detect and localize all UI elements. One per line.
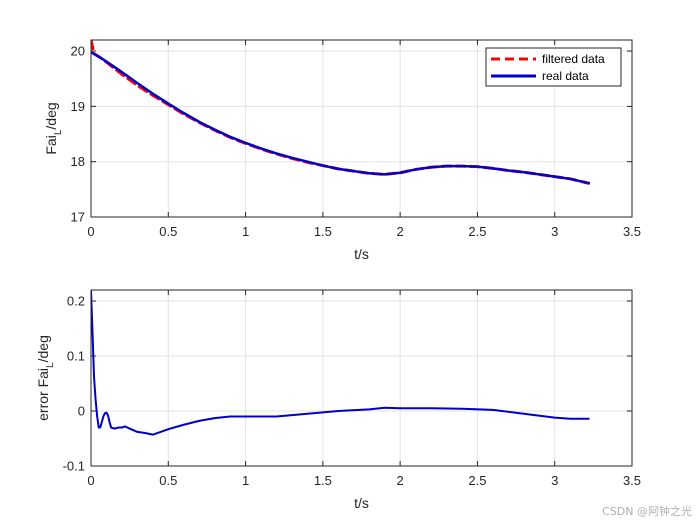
- series-group: [91, 40, 591, 185]
- y-tick-label: 17: [71, 210, 85, 225]
- legend-label: real data: [542, 69, 589, 83]
- y-axis-label-suffix: /deg: [43, 102, 59, 129]
- legend-box: [485, 47, 622, 87]
- series-group: [91, 290, 590, 436]
- y-axis-label-suffix: /deg: [35, 335, 51, 362]
- x-tick-label: 1: [242, 473, 249, 488]
- axes-box: [90, 39, 633, 218]
- y-tick-label: 0: [78, 404, 85, 419]
- watermark-text: CSDN @阿钟之光: [602, 505, 692, 518]
- axes-box: [90, 289, 633, 467]
- y-tick-label: 20: [71, 44, 85, 59]
- x-tick-label: 2: [397, 224, 404, 239]
- x-tick-label: 2: [397, 473, 404, 488]
- x-tick-label: 1: [242, 224, 249, 239]
- x-tick-label: 0.5: [159, 473, 177, 488]
- y-axis-label: error FaiL/deg: [35, 335, 56, 421]
- top-chart: 0 0.5 1 1.5 2 2.5 3 3.5 17 18 19 20 t/s FaiL/deg filte…: [43, 39, 641, 262]
- y-axis-label-main: error Fai: [35, 368, 51, 421]
- x-tick-label: 1.5: [314, 224, 332, 239]
- x-tick-label: 0: [87, 473, 94, 488]
- x-tick-label: 2.5: [468, 224, 486, 239]
- x-tick-label: 2.5: [468, 473, 486, 488]
- series-line-error: [91, 290, 590, 436]
- series-line-real-data: [91, 50, 590, 185]
- y-tick-label: -0.1: [63, 459, 85, 474]
- x-tick-label: 3.5: [623, 473, 641, 488]
- x-axis-label: t/s: [354, 246, 369, 262]
- plot-area: [91, 290, 632, 466]
- x-tick-label: 3.5: [623, 224, 641, 239]
- y-tick-label: 0.2: [67, 294, 85, 309]
- x-tick-label: 0: [87, 224, 94, 239]
- y-tick-label: 19: [71, 99, 85, 114]
- legend-label: filtered data: [542, 52, 605, 66]
- x-tick-label: 1.5: [314, 473, 332, 488]
- y-tick-label: 18: [71, 154, 85, 169]
- x-tick-label: 3: [551, 473, 558, 488]
- y-axis-label: FaiL/deg: [43, 102, 64, 154]
- y-tick-label: 0.1: [67, 349, 85, 364]
- x-tick-label: 3: [551, 224, 558, 239]
- y-axis-label-subscript: L: [45, 362, 56, 368]
- y-axis-label-main: Fai: [43, 135, 59, 154]
- y-axis-label-subscript: L: [53, 129, 64, 135]
- x-axis-label: t/s: [354, 495, 369, 511]
- x-tick-label: 0.5: [159, 224, 177, 239]
- legend: filtered data real data: [485, 47, 622, 87]
